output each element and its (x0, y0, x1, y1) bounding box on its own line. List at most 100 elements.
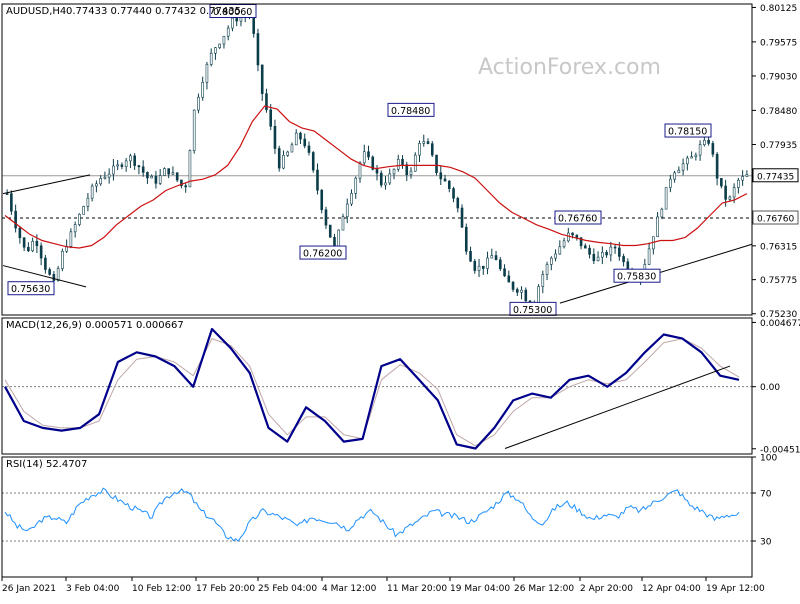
x-tick-label: 2 Apr 20:00 (580, 584, 633, 594)
candle-body (388, 173, 392, 184)
candle-body (430, 143, 434, 156)
candle-body (550, 257, 553, 265)
candle-body (686, 157, 689, 165)
price-annotation-box (299, 245, 347, 260)
x-tick-label: 3 Feb 04:00 (66, 584, 120, 594)
candle-body (107, 173, 111, 178)
reference-level-box (752, 210, 799, 225)
candle-body (732, 187, 736, 198)
candle-body (413, 154, 417, 172)
candle-body (392, 168, 396, 175)
candle-body (737, 179, 740, 188)
candle-body (78, 213, 81, 225)
candle-body (460, 207, 464, 228)
candle-body (158, 175, 162, 184)
candle-body (728, 196, 732, 200)
x-tick-label: 11 Mar 20:00 (387, 584, 447, 594)
candle-body (490, 255, 494, 259)
candle-body (494, 255, 498, 261)
candle-body (486, 257, 489, 269)
candle-body (571, 232, 574, 236)
rsi-title: RSI(14) 52.4707 (6, 459, 87, 470)
candle-body (524, 289, 528, 302)
candle-body (562, 240, 566, 248)
candle-body (503, 268, 506, 277)
candle-body (299, 132, 302, 140)
candle-body (116, 164, 119, 167)
candle-body (622, 256, 625, 263)
candle-body (103, 176, 107, 179)
candle-body (605, 251, 608, 256)
candle-body (698, 144, 702, 156)
candle-body (333, 236, 336, 248)
candle-body (690, 156, 693, 159)
candle-body (52, 274, 56, 281)
candle-body (226, 27, 230, 37)
candle-body (647, 248, 651, 265)
candle-body (367, 151, 370, 158)
candle-body (214, 47, 217, 54)
candle-body (311, 152, 315, 171)
macd-tick-label: 0.00 (760, 383, 780, 393)
x-tick-label: 26 Jan 2021 (2, 584, 56, 594)
candle-body (681, 163, 685, 171)
candle-body (133, 155, 136, 166)
candle-body (171, 172, 175, 175)
candle-body (31, 240, 34, 252)
macd-title: MACD(12,26,9) 0.000571 0.000667 (6, 320, 184, 331)
candle-body (341, 216, 345, 231)
candle-body (167, 168, 170, 175)
x-tick-label: 12 Apr 04:00 (642, 584, 701, 594)
candle-body (609, 246, 613, 256)
candle-body (694, 154, 698, 158)
candle-body (350, 193, 353, 205)
reference-level-label: 0.76760 (757, 215, 794, 225)
candle-body (618, 247, 621, 257)
candle-body (286, 151, 290, 156)
candle-body (231, 17, 234, 29)
rsi-tick-label: 100 (760, 454, 777, 464)
candle-body (452, 188, 455, 199)
candle-body (541, 274, 545, 287)
price-annotation-box (209, 4, 257, 19)
candle-body (192, 109, 196, 151)
price-tick-label: 0.80125 (760, 4, 797, 14)
candle-body (73, 224, 77, 233)
price-annotation-label: 0.76200 (303, 249, 342, 260)
candle-body (720, 177, 723, 187)
candle-body (554, 253, 557, 259)
candle-body (273, 126, 277, 149)
candle-body (48, 269, 51, 275)
candle-body (120, 164, 124, 167)
candle-body (588, 247, 591, 255)
candle-body (265, 93, 268, 111)
macd-tick-label: -0.004519 (760, 445, 800, 455)
candle-body (426, 141, 430, 144)
price-annotation-label: 0.80060 (213, 7, 252, 18)
candle-body (473, 260, 477, 271)
price-annotation-label: 0.75630 (11, 284, 50, 295)
watermark-text: ActionForex.com (478, 55, 661, 80)
candle-body (188, 150, 192, 188)
candle-body (592, 254, 596, 262)
pane-frame-main (1, 3, 753, 316)
price-tick-label: 0.78480 (760, 107, 797, 117)
x-tick-label: 17 Feb 20:00 (196, 584, 255, 594)
candle-body (439, 172, 443, 180)
candle-body (163, 168, 166, 176)
candle-body (303, 138, 307, 147)
candle-body (745, 174, 749, 177)
price-annotation-label: 0.78150 (668, 127, 707, 138)
x-tick-label: 19 Apr 12:00 (706, 584, 765, 594)
price-tick-label: 0.77935 (760, 141, 797, 151)
candle-body (724, 185, 727, 200)
price-tick-label: 0.75230 (760, 310, 797, 320)
candle-body (435, 154, 438, 174)
chart-header-symbol: AUDUSD,H4 (6, 6, 66, 17)
price-annotation-label: 0.78480 (391, 106, 430, 117)
candle-body (328, 224, 332, 238)
candle-body (537, 286, 540, 304)
candle-body (469, 251, 472, 262)
